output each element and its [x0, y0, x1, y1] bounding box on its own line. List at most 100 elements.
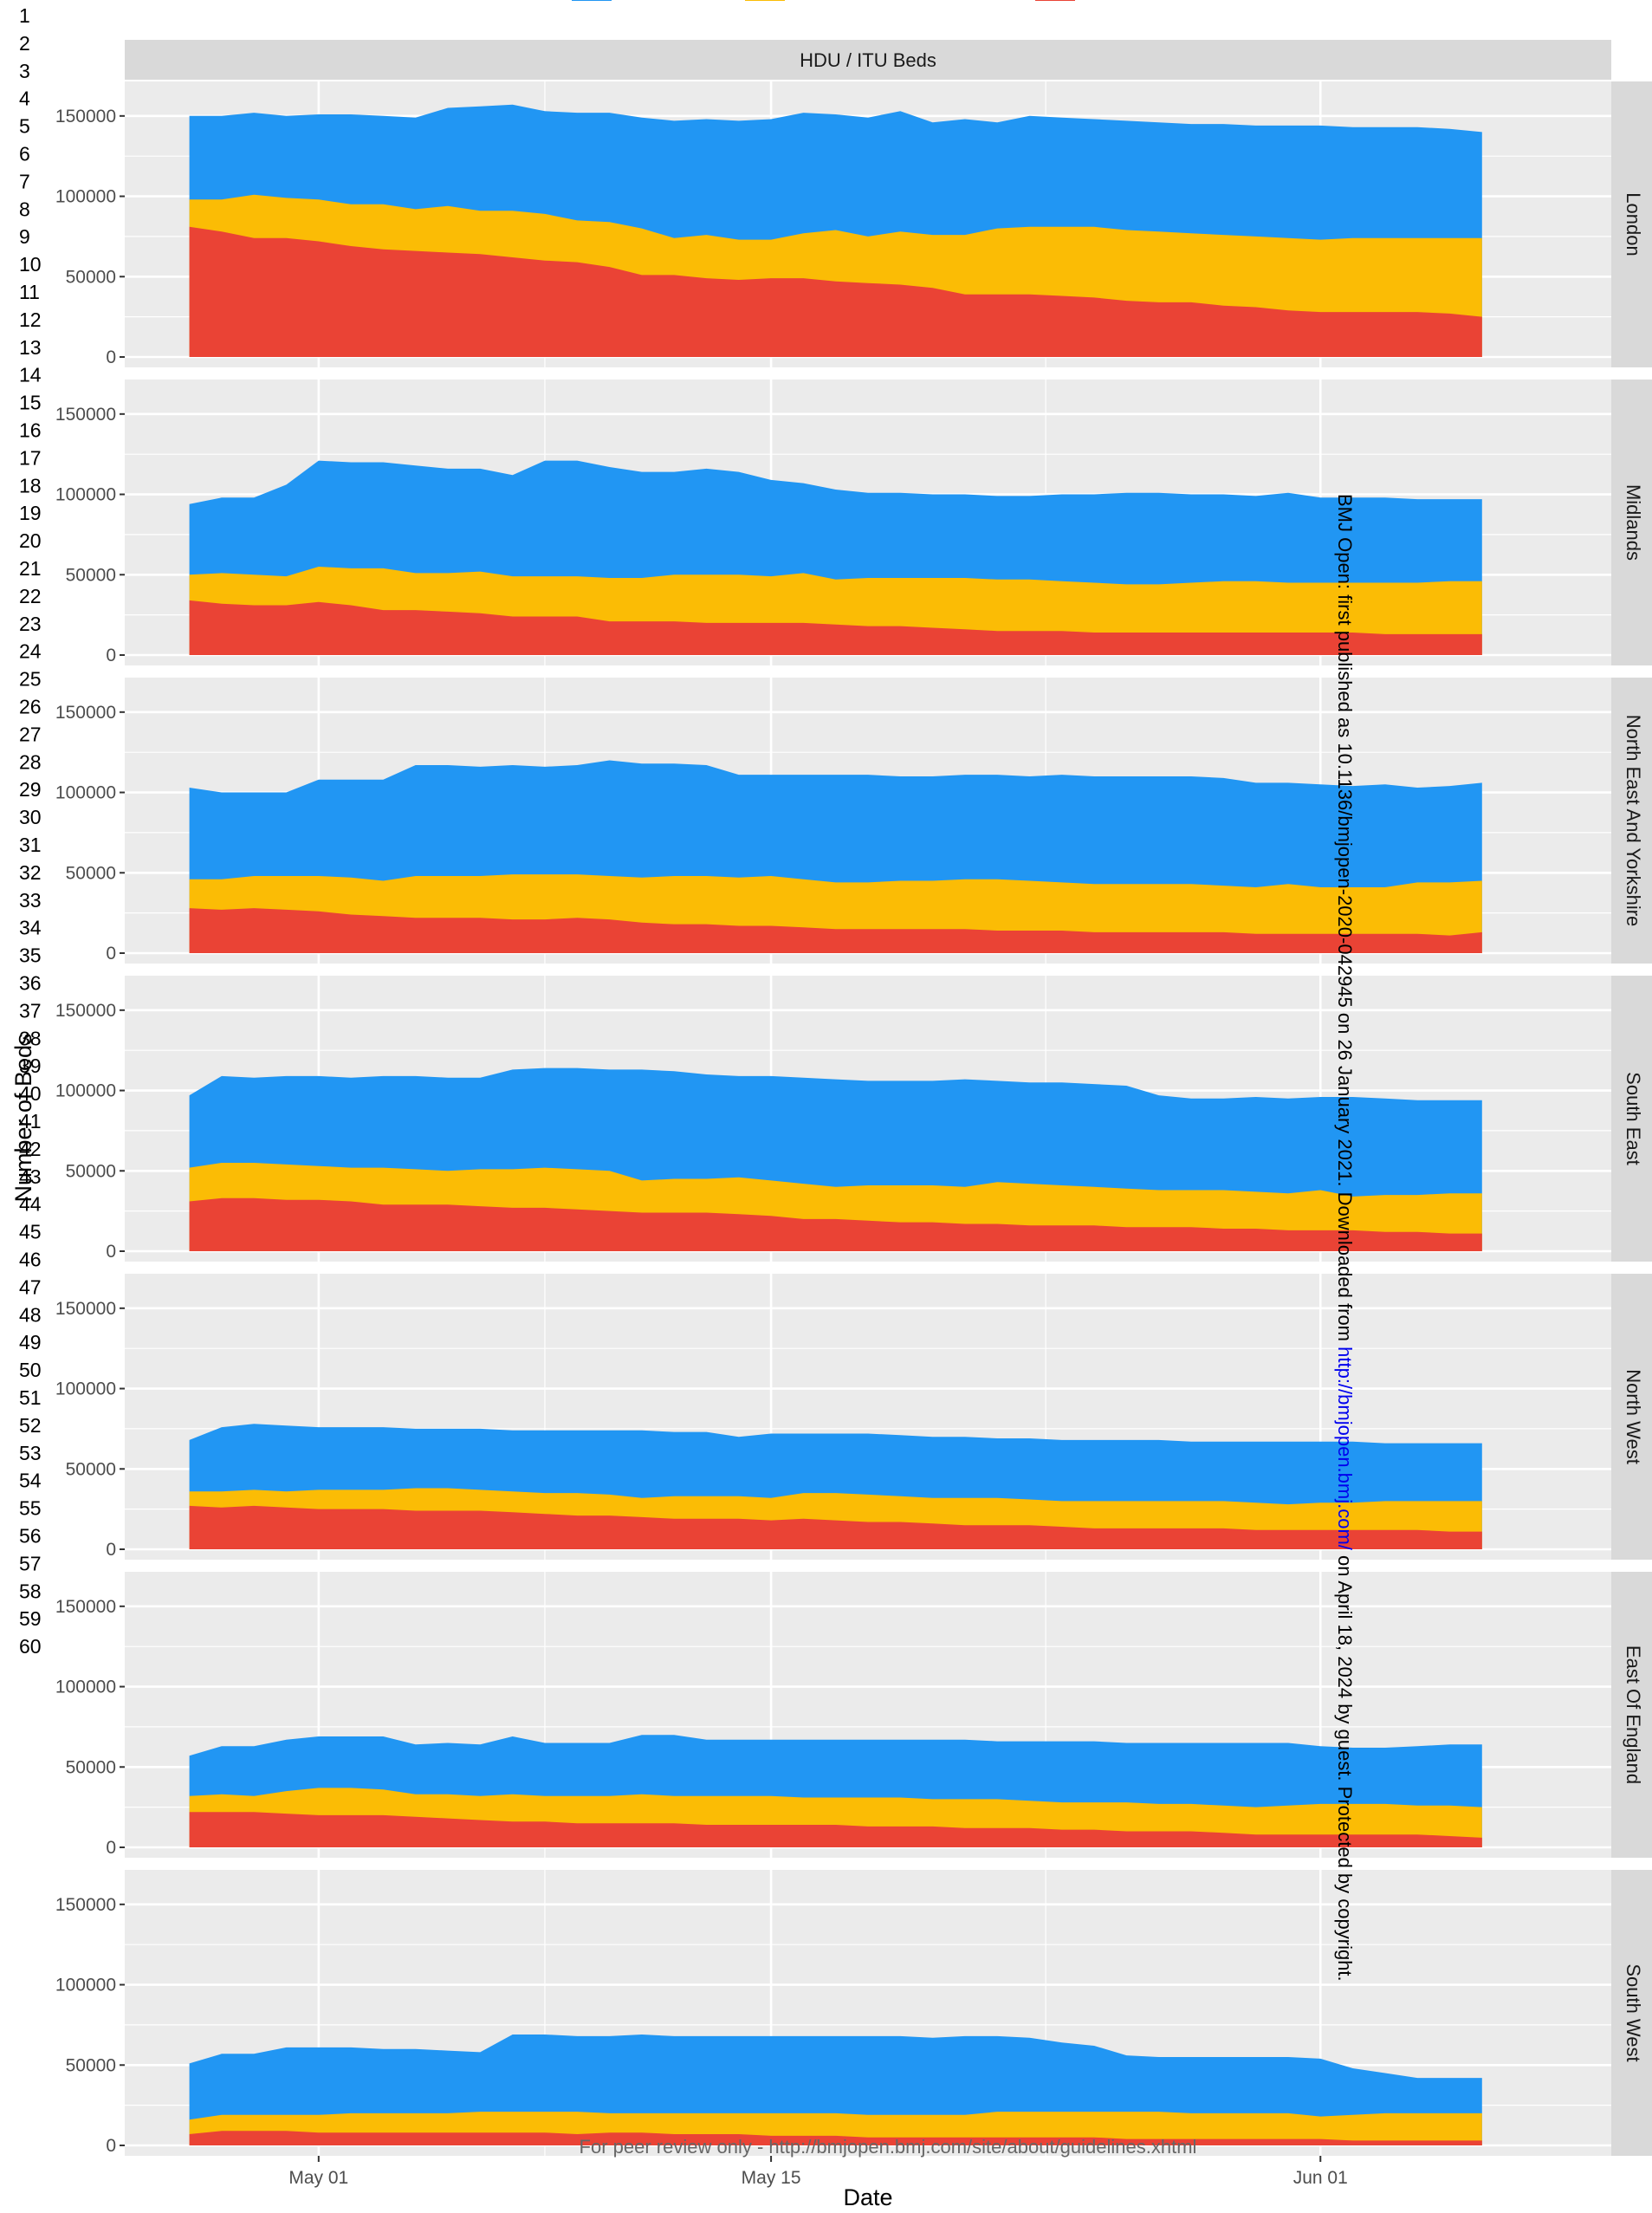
x-tick-label: Jun 01	[1293, 2168, 1348, 2188]
copyright-watermark: BMJ Open: first published as 10.1136/bmj…	[1334, 494, 1356, 1982]
line-number: 38	[19, 1027, 42, 1049]
y-tick-label: 0	[106, 1540, 116, 1560]
line-number: 7	[19, 170, 30, 192]
line-number: 41	[19, 1110, 42, 1132]
line-number: 53	[19, 1442, 42, 1464]
y-tick-label: 50000	[66, 565, 116, 585]
y-tick-label: 150000	[55, 703, 116, 723]
y-tick-label: 0	[106, 1242, 116, 1262]
line-number: 30	[19, 806, 42, 828]
line-number: 39	[19, 1055, 42, 1077]
legend-swatch	[1035, 0, 1075, 1]
line-number: 5	[19, 115, 30, 138]
line-number: 29	[19, 778, 42, 801]
y-tick-label: 100000	[55, 1379, 116, 1399]
region-strip	[1611, 678, 1652, 964]
region-strip	[1611, 976, 1652, 1262]
footer-note: For peer review only - http://bmjopen.bm…	[580, 2136, 1197, 2158]
region-strip	[1611, 1274, 1652, 1560]
line-number: 40	[19, 1082, 42, 1105]
y-tick-label: 100000	[55, 1678, 116, 1697]
y-tick-label: 50000	[66, 267, 116, 287]
line-number: 9	[19, 225, 30, 248]
y-tick-label: 100000	[55, 1976, 116, 1996]
line-number: 10	[19, 253, 42, 276]
line-number: 4	[19, 88, 30, 110]
line-number: 11	[19, 281, 40, 303]
line-number: 2	[19, 32, 30, 55]
area-series-red	[189, 908, 1482, 953]
facet-panel: 0 50000 100000 150000 South West	[55, 1870, 1652, 2156]
region-label: South East	[1623, 1072, 1644, 1165]
page-line-numbers: 1234567891011121314151617181920212223242…	[19, 4, 42, 1658]
line-number: 35	[19, 944, 42, 967]
y-tick-label: 50000	[66, 2055, 116, 2075]
line-number: 54	[19, 1470, 42, 1492]
line-number: 47	[19, 1275, 42, 1298]
line-number: 36	[19, 972, 42, 995]
line-number: 3	[19, 60, 30, 82]
facet-panel: 0 50000 100000 150000 South East	[55, 976, 1652, 1262]
y-tick-label: 100000	[55, 783, 116, 803]
line-number: 51	[19, 1386, 42, 1409]
line-number: 33	[19, 889, 42, 912]
line-number: 56	[19, 1525, 42, 1548]
area-series-red	[189, 1505, 1482, 1549]
line-number: 1	[19, 4, 30, 27]
facet-panels: 0 50000 100000 150000 London 0 50000 100000 1500…	[55, 81, 1652, 2156]
line-number: 44	[19, 1193, 42, 1216]
x-axis: May 01 May 15 Jun 01	[288, 2156, 1348, 2188]
watermark-text-after: on April 18, 2024 by guest. Protected by…	[1334, 1550, 1356, 1982]
line-number: 17	[19, 446, 42, 469]
x-tick-label: May 01	[288, 2168, 348, 2188]
line-number: 20	[19, 529, 42, 552]
y-tick-label: 0	[106, 1838, 116, 1858]
line-number: 27	[19, 723, 42, 745]
line-number: 24	[19, 640, 42, 663]
line-number: 22	[19, 585, 42, 607]
line-number: 58	[19, 1580, 42, 1602]
area-series-red	[189, 1197, 1482, 1251]
line-number: 31	[19, 834, 42, 856]
line-number: 16	[19, 419, 42, 442]
region-label: Midlands	[1623, 484, 1644, 561]
line-number: 15	[19, 392, 42, 414]
facet-panel: 0 50000 100000 150000 North East And Yorkshi…	[55, 678, 1652, 964]
line-number: 34	[19, 917, 42, 939]
y-tick-label: 100000	[55, 187, 116, 207]
line-number: 19	[19, 502, 42, 524]
line-number: 8	[19, 198, 30, 220]
line-number: 14	[19, 364, 42, 386]
y-tick-label: 150000	[55, 1001, 116, 1021]
line-number: 46	[19, 1249, 42, 1271]
line-number: 25	[19, 668, 42, 691]
y-tick-label: 150000	[55, 1895, 116, 1915]
line-number: 55	[19, 1497, 42, 1520]
chart-title: HDU / ITU Beds	[800, 49, 936, 71]
facet-panel: 0 50000 100000 150000 North West	[55, 1274, 1652, 1560]
watermark-link[interactable]: http://bmjopen.bmj.com/	[1334, 1347, 1356, 1551]
y-tick-label: 0	[106, 944, 116, 964]
region-strip	[1611, 81, 1652, 367]
y-tick-label: 100000	[55, 485, 116, 505]
y-tick-label: 0	[106, 646, 116, 665]
line-number: 32	[19, 861, 42, 884]
y-tick-label: 150000	[55, 107, 116, 127]
line-number: 18	[19, 474, 42, 496]
x-axis-title: Date	[843, 2184, 892, 2210]
line-number: 50	[19, 1359, 42, 1381]
y-tick-label: 0	[106, 2136, 116, 2156]
region-label: London	[1623, 192, 1644, 256]
line-number: 49	[19, 1331, 42, 1353]
line-number: 52	[19, 1414, 42, 1437]
line-number: 12	[19, 308, 42, 331]
y-tick-label: 150000	[55, 405, 116, 425]
line-number: 60	[19, 1635, 42, 1658]
region-strip	[1611, 1572, 1652, 1858]
line-number: 28	[19, 750, 42, 773]
line-number: 43	[19, 1165, 42, 1188]
line-number: 26	[19, 696, 42, 718]
line-number: 59	[19, 1607, 42, 1630]
y-tick-label: 50000	[66, 1161, 116, 1181]
x-tick-label: May 15	[742, 2168, 801, 2188]
